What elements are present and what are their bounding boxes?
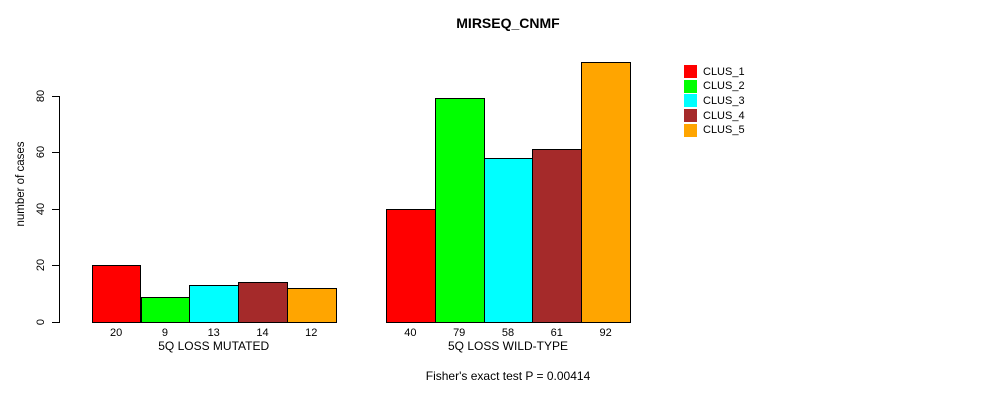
y-tick xyxy=(52,95,59,97)
bar-value-label: 79 xyxy=(453,327,466,339)
bar-clus_5 xyxy=(581,61,631,323)
bar-value-label: 58 xyxy=(501,327,515,339)
legend-label: CLUS_4 xyxy=(703,109,745,122)
legend-label: CLUS_2 xyxy=(703,80,745,93)
y-tick xyxy=(52,208,59,210)
bar-clus_4 xyxy=(238,282,288,323)
bar-value-label: 12 xyxy=(305,327,318,339)
bar-value-label: 40 xyxy=(404,327,417,339)
y-tick xyxy=(52,265,59,267)
legend-label: CLUS_1 xyxy=(703,65,745,78)
y-tick-label: 60 xyxy=(35,146,47,159)
group-label: 5Q LOSS MUTATED xyxy=(158,339,270,353)
legend-swatch-clus_4 xyxy=(684,109,697,123)
annotation-text: Fisher's exact test P = 0.00414 xyxy=(425,369,591,383)
bar-clus_1 xyxy=(386,208,436,323)
legend-swatch-clus_3 xyxy=(684,94,697,108)
bar-clus_1 xyxy=(91,265,142,323)
legend-swatch-clus_5 xyxy=(684,123,697,137)
bar-clus_3 xyxy=(483,157,534,323)
legend-label: CLUS_5 xyxy=(703,124,745,137)
bar-value-label: 9 xyxy=(161,327,168,339)
y-tick xyxy=(52,322,59,323)
bar-value-label: 92 xyxy=(599,327,612,339)
y-tick-label: 20 xyxy=(35,259,47,272)
y-axis-label: number of cases xyxy=(15,141,27,227)
bar-clus_2 xyxy=(434,98,485,323)
y-tick-label: 40 xyxy=(35,202,47,215)
y-tick-label: 80 xyxy=(35,89,47,102)
bar-value-label: 14 xyxy=(256,327,269,339)
y-tick xyxy=(52,152,59,154)
legend-swatch-clus_2 xyxy=(684,79,697,93)
legend-label: CLUS_3 xyxy=(703,94,745,107)
bar-clus_3 xyxy=(189,285,240,323)
bar-clus_5 xyxy=(286,288,337,323)
legend-swatch-clus_1 xyxy=(684,65,697,78)
bar-clus_4 xyxy=(532,149,583,323)
bar-value-label: 20 xyxy=(109,327,123,339)
chart-title: MIRSEQ_CNMF xyxy=(456,15,560,31)
bar-value-label: 61 xyxy=(550,327,563,339)
group-label: 5Q LOSS WILD-TYPE xyxy=(447,339,569,353)
bar-clus_2 xyxy=(140,296,191,323)
y-axis-line xyxy=(59,95,60,323)
bar-value-label: 13 xyxy=(207,327,220,339)
y-tick-label: 0 xyxy=(35,318,47,326)
